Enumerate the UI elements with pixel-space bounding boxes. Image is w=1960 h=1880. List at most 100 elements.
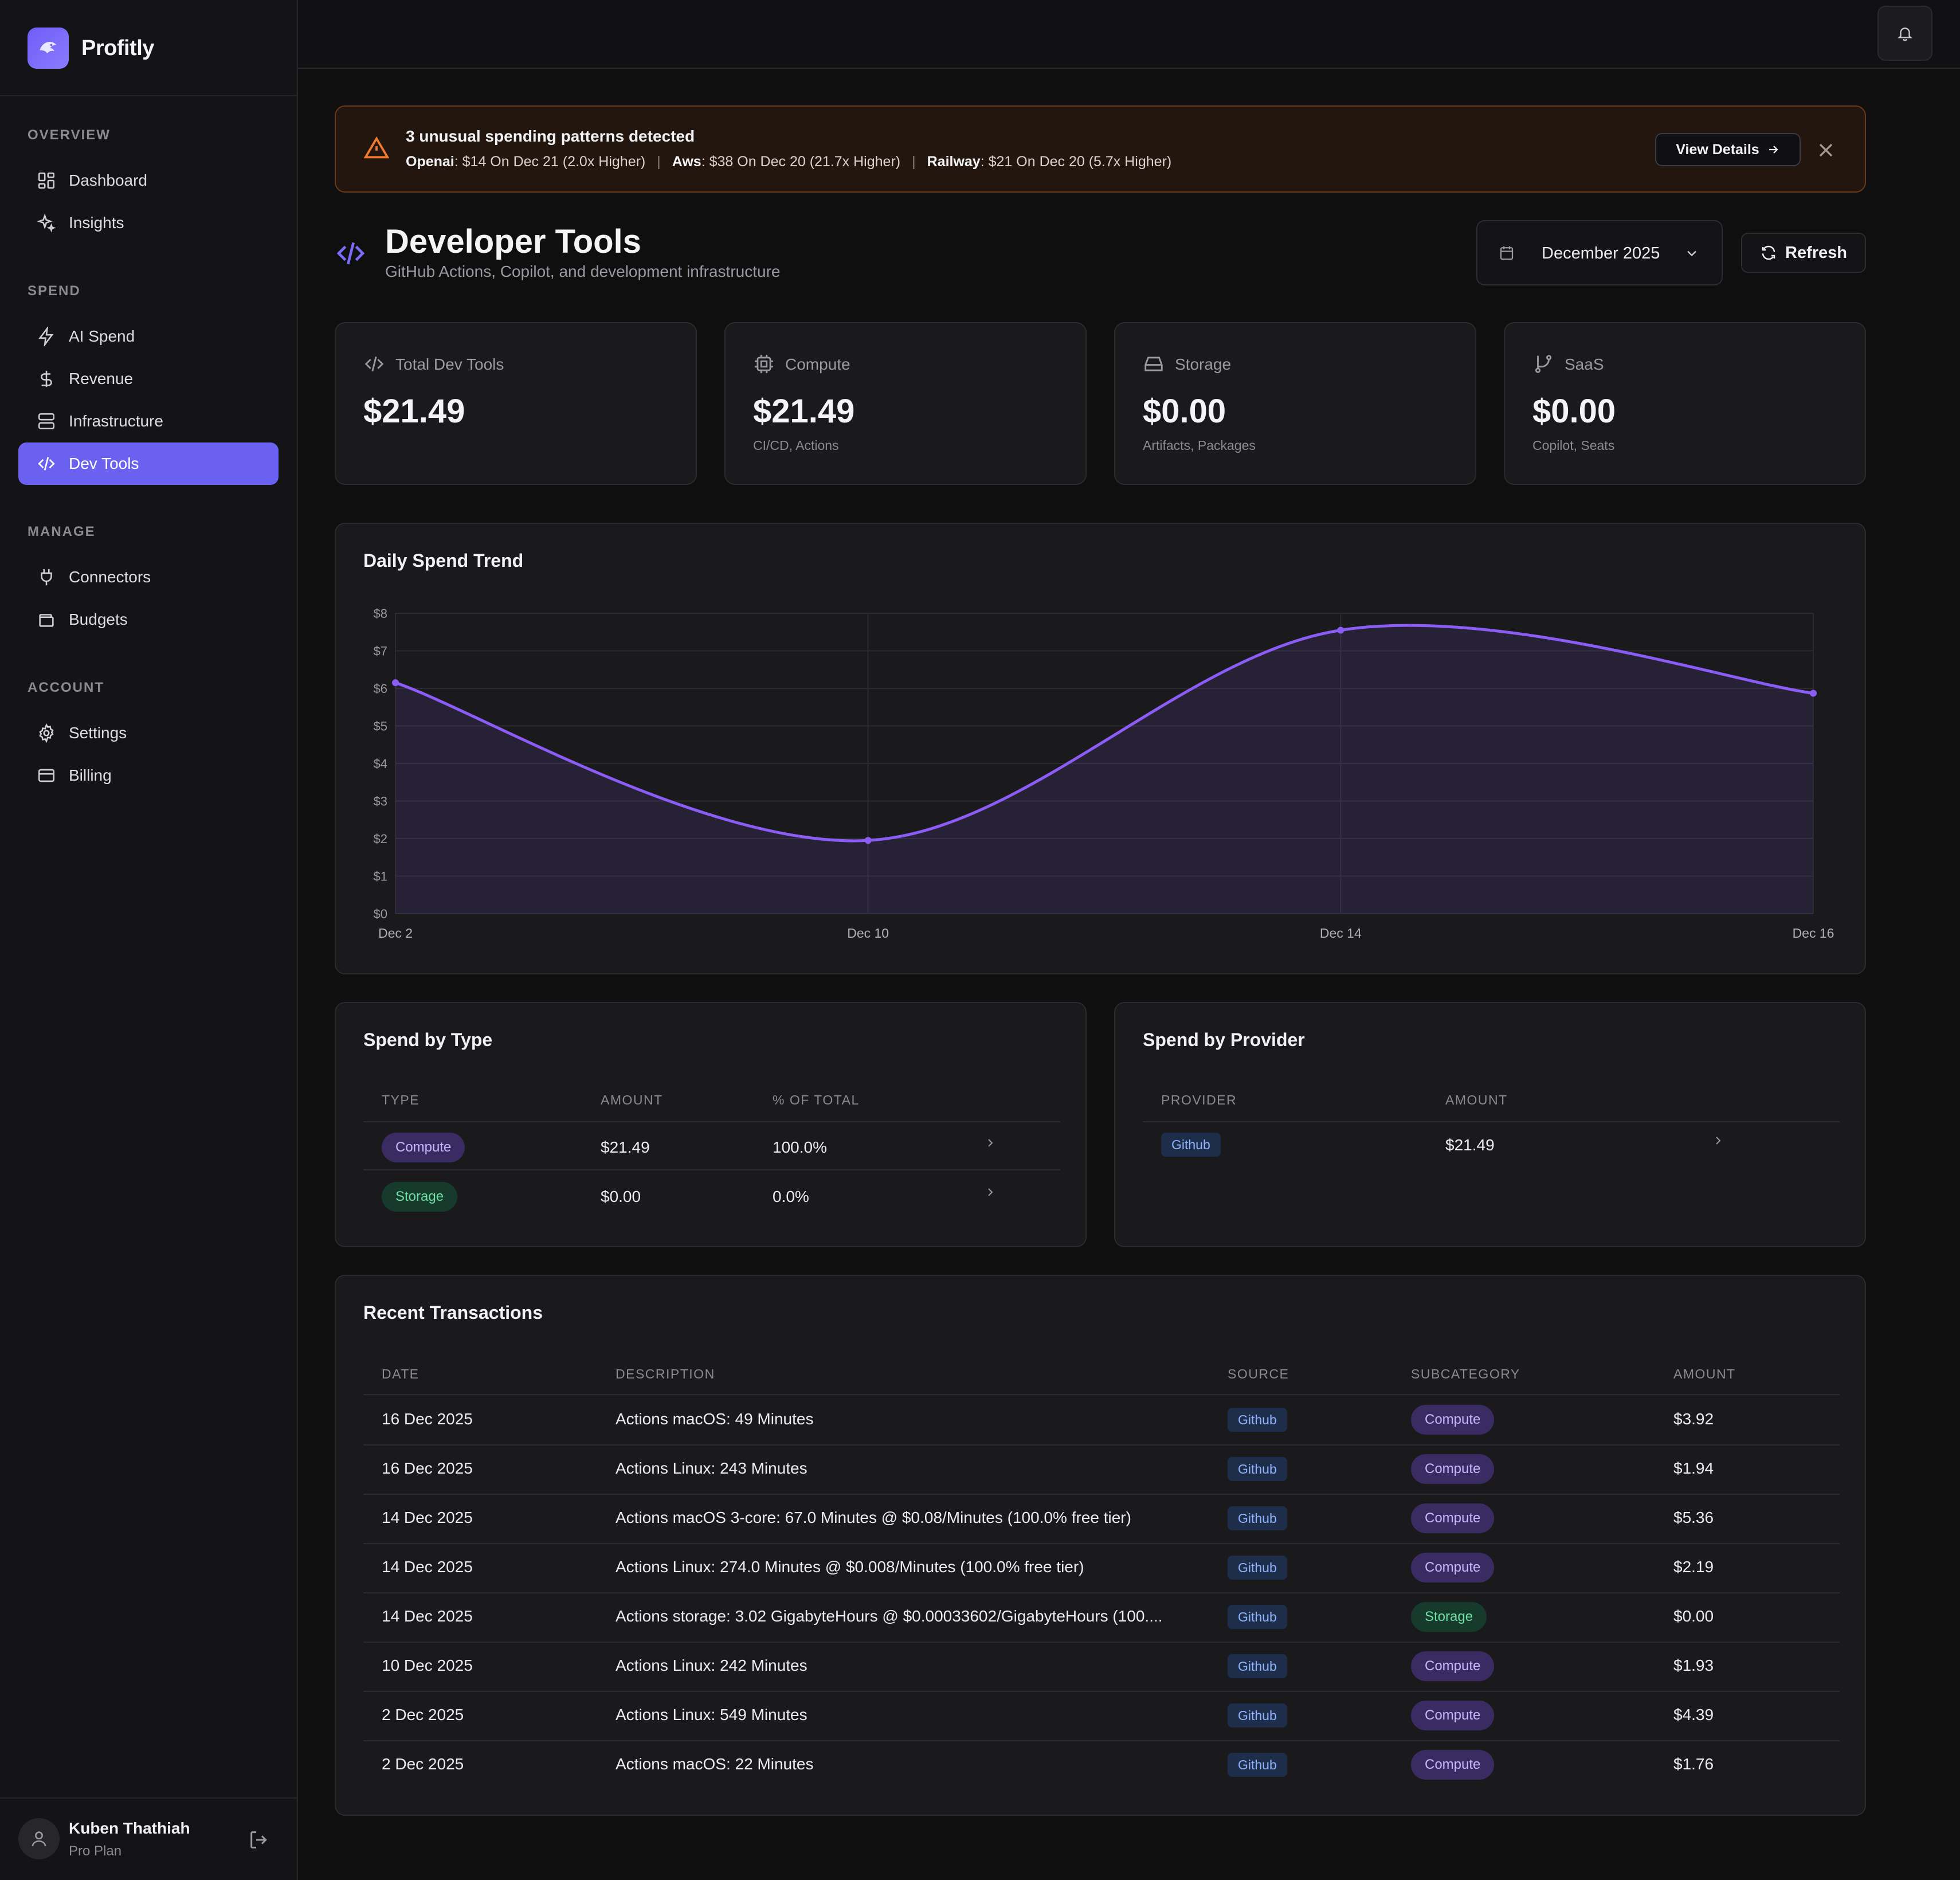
divider <box>363 1169 1060 1170</box>
provider-tag: Github <box>1161 1133 1221 1157</box>
kpi-card-total: Total Dev Tools $21.49 <box>335 322 697 485</box>
sidebar-item-settings[interactable]: Settings <box>18 712 279 754</box>
card-icon <box>38 769 55 782</box>
section-label-spend: SPEND <box>28 283 81 299</box>
sidebar-item-revenue[interactable]: Revenue <box>18 358 279 400</box>
sidebar-item-insights[interactable]: Insights <box>18 202 279 244</box>
recent-transactions-card: Recent Transactions DATE DESCRIPTION SOU… <box>335 1275 1866 1816</box>
dollar-icon <box>41 370 52 387</box>
source-tag: Github <box>1228 1506 1287 1530</box>
date-cell: 2 Dec 2025 <box>382 1755 464 1773</box>
sidebar-item-budgets[interactable]: Budgets <box>18 598 279 641</box>
divider <box>0 95 297 96</box>
kpi-value: $0.00 <box>1143 393 1226 430</box>
sidebar-item-label: Insights <box>69 214 124 232</box>
arrow-right-icon <box>1769 146 1778 154</box>
amount-cell: $4.39 <box>1673 1706 1714 1724</box>
top-bar <box>298 0 1960 69</box>
kpi-label: SaaS <box>1565 355 1604 373</box>
alert-item-text: : $14 On Dec 21 (2.0x Higher) <box>454 154 646 170</box>
view-details-label: View Details <box>1676 141 1759 158</box>
date-cell: 10 Dec 2025 <box>382 1656 473 1674</box>
description-cell: Actions macOS: 49 Minutes <box>616 1410 814 1428</box>
alert-separator: | <box>657 154 661 170</box>
divider <box>363 1394 1840 1395</box>
description-cell: Actions macOS 3-core: 67.0 Minutes @ $0.… <box>616 1509 1131 1526</box>
amount-cell: $1.94 <box>1673 1459 1714 1477</box>
data-point <box>864 837 872 844</box>
source-tag: Github <box>1228 1556 1287 1580</box>
alert-title: 3 unusual spending patterns detected <box>406 127 695 145</box>
date-cell: 14 Dec 2025 <box>382 1509 473 1526</box>
subcategory-badge: Compute <box>1411 1750 1495 1780</box>
sidebar-item-ai-spend[interactable]: AI Spend <box>18 315 279 358</box>
kpi-sub: Copilot, Seats <box>1532 438 1615 453</box>
date-cell: 2 Dec 2025 <box>382 1706 464 1724</box>
alert-item-text: : $38 On Dec 20 (21.7x Higher) <box>701 154 901 170</box>
alert-separator: | <box>912 154 916 170</box>
sidebar-item-infrastructure[interactable]: Infrastructure <box>18 400 279 442</box>
chevron-right-icon <box>988 1139 993 1147</box>
user-icon <box>32 1831 46 1847</box>
cpu-icon <box>755 355 773 373</box>
column-header: SUBCATEGORY <box>1411 1366 1520 1381</box>
chart-title: Daily Spend Trend <box>363 550 524 571</box>
sidebar-item-label: AI Spend <box>69 327 135 345</box>
chevron-right-icon <box>1716 1137 1721 1145</box>
kpi-card-compute: Compute $21.49 CI/CD, Actions <box>724 322 1087 485</box>
sidebar-item-label: Dev Tools <box>69 455 139 472</box>
kpi-card-storage: Storage $0.00 Artifacts, Packages <box>1114 322 1476 485</box>
logout-icon[interactable] <box>248 1828 271 1851</box>
source-tag: Github <box>1228 1703 1287 1728</box>
sidebar-item-label: Infrastructure <box>69 412 163 430</box>
brand[interactable]: Profitly <box>28 28 154 69</box>
amount-cell: $21.49 <box>601 1138 650 1156</box>
card-title: Spend by Provider <box>1143 1029 1305 1050</box>
description-cell: Actions Linux: 243 Minutes <box>616 1459 807 1477</box>
column-header: PROVIDER <box>1161 1092 1237 1107</box>
subcategory-badge: Compute <box>1411 1454 1495 1484</box>
sidebar-item-label: Billing <box>69 766 112 784</box>
refresh-button[interactable]: Refresh <box>1741 233 1866 273</box>
sidebar-item-dev-tools[interactable]: Dev Tools <box>18 442 279 485</box>
kpi-sub: Artifacts, Packages <box>1143 438 1256 453</box>
source-tag: Github <box>1228 1457 1287 1481</box>
subcategory-badge: Compute <box>1411 1553 1495 1583</box>
code-icon <box>336 242 365 265</box>
sparkles-icon <box>37 213 56 233</box>
kpi-value: $21.49 <box>363 393 465 430</box>
subcategory-badge: Compute <box>1411 1701 1495 1730</box>
source-tag: Github <box>1228 1408 1287 1432</box>
pct-cell: 100.0% <box>773 1138 827 1156</box>
sidebar-item-dashboard[interactable]: Dashboard <box>18 159 279 202</box>
date-cell: 16 Dec 2025 <box>382 1410 473 1428</box>
sidebar-item-label: Connectors <box>69 568 151 586</box>
bell-icon <box>1898 28 1912 41</box>
subcategory-badge: Compute <box>1411 1405 1495 1435</box>
gear-icon <box>39 723 54 743</box>
y-tick-label: $7 <box>374 644 387 659</box>
sidebar-item-billing[interactable]: Billing <box>18 754 279 797</box>
user-plan: Pro Plan <box>69 1843 122 1859</box>
source-tag: Github <box>1228 1605 1287 1629</box>
amount-cell: $2.19 <box>1673 1558 1714 1576</box>
series-area <box>395 625 1813 914</box>
user-name: Kuben Thathiah <box>69 1819 190 1837</box>
avatar[interactable] <box>18 1818 60 1859</box>
daily-spend-chart: $0 $1 $2 $3 $4 $5 $6 $7 $8 Dec 2 Dec 10 Dec 14 Dec 1… <box>374 606 1834 941</box>
column-header: SOURCE <box>1228 1366 1289 1381</box>
sidebar-item-connectors[interactable]: Connectors <box>18 556 279 598</box>
divider <box>363 1444 1840 1446</box>
divider <box>363 1740 1840 1741</box>
alert-provider: Openai <box>406 154 454 170</box>
view-details-button[interactable]: View Details <box>1655 133 1801 166</box>
amount-cell: $1.93 <box>1673 1656 1714 1674</box>
period-select[interactable]: December 2025 <box>1476 220 1723 285</box>
x-tick-label: Dec 2 <box>378 926 413 941</box>
y-tick-label: $5 <box>374 719 387 734</box>
column-header: DESCRIPTION <box>616 1366 715 1381</box>
date-cell: 14 Dec 2025 <box>382 1607 473 1625</box>
close-icon[interactable] <box>1814 139 1837 162</box>
notifications-button[interactable] <box>1877 6 1932 61</box>
refresh-icon <box>1762 245 1775 260</box>
